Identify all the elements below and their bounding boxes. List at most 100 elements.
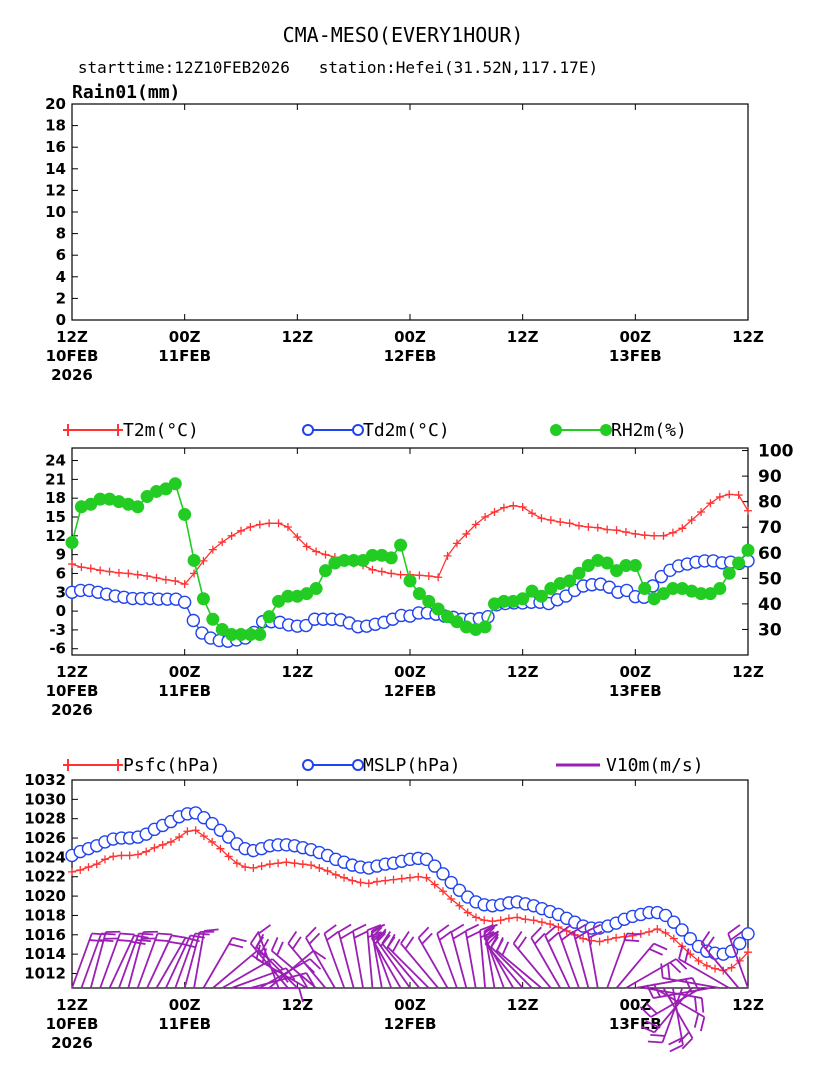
legend-mslp-label: MSLP(hPa) (363, 755, 461, 776)
psfc-marker (513, 913, 521, 921)
y-tick-label: 12 (45, 527, 66, 545)
y2-tick-label: 80 (758, 493, 782, 513)
x-tick-label: 12Z (56, 996, 88, 1014)
y-tick-label: 20 (45, 95, 66, 113)
wind-barb-feather (232, 938, 246, 942)
psfc-marker (472, 913, 480, 921)
t2m-marker (537, 514, 545, 522)
y-tick-label: 6 (56, 564, 66, 582)
t2m-marker (669, 529, 677, 537)
psfc-marker (332, 871, 340, 879)
rh2m-marker (742, 544, 754, 556)
wind-barb-feather (324, 925, 336, 934)
y2-tick-label: 30 (758, 620, 782, 640)
psfc-marker (200, 832, 208, 840)
psfc-marker (348, 877, 356, 885)
t2m-marker (171, 577, 179, 585)
rh2m-marker (310, 583, 322, 595)
x-tick-label: 00Z (169, 996, 201, 1014)
wind-barb-feather (728, 925, 740, 934)
y2-tick-label: 100 (758, 442, 794, 462)
rh2m-marker (197, 593, 209, 605)
psfc-marker (241, 863, 249, 871)
psfc-marker (126, 851, 134, 859)
psfc-marker (68, 868, 76, 876)
x-tick-label: 11FEB (158, 1015, 211, 1033)
wind-barb-feather (131, 942, 145, 944)
rh2m-marker (639, 583, 651, 595)
x-tick-label: 13FEB (609, 682, 662, 700)
wind-barb-feather (531, 927, 541, 937)
legend-rh2m-marker (550, 424, 562, 436)
rh2m-marker (395, 539, 407, 551)
t2m-marker (77, 563, 85, 571)
wind-barb-feather (661, 963, 663, 977)
t2m-marker (631, 530, 639, 538)
psfc-marker (101, 855, 109, 863)
t2m-marker (660, 532, 668, 540)
rh2m-marker (207, 613, 219, 625)
psfc-marker (398, 875, 406, 883)
legend-t2m-label: T2m(°C) (123, 420, 199, 441)
legend-wind-label: V10m(m/s) (606, 755, 704, 776)
t2m-marker (134, 571, 142, 579)
wind-barb-feather (340, 931, 352, 938)
psfc-marker (84, 863, 92, 871)
wind-barb-feather (701, 932, 709, 944)
wind-barb-feather (650, 1035, 665, 1036)
t2m-marker (735, 491, 743, 499)
y-tick-label: 18 (45, 117, 66, 135)
psfc-marker (406, 874, 414, 882)
t2m-marker (228, 532, 236, 540)
wind-barb-feather (139, 933, 154, 934)
psfc-marker (142, 848, 150, 856)
y-tick-label: 1016 (24, 926, 66, 944)
chart-title: CMA-MESO(EVERY1HOUR) (283, 23, 524, 47)
t2m-marker (115, 569, 123, 577)
t2m-marker (124, 569, 132, 577)
wind-barb-feather (625, 940, 640, 941)
wind-barb-feather (259, 925, 271, 934)
x-tick-label: 12Z (281, 328, 313, 346)
psfc-marker (480, 916, 488, 924)
t2m-marker (641, 531, 649, 539)
psfc-marker (604, 936, 612, 944)
t2m-marker (613, 526, 621, 534)
y-tick-label: 4 (56, 268, 66, 286)
wind-barb (213, 951, 257, 988)
x-tick-label: 12Z (281, 663, 313, 681)
wind-barb-feather (548, 932, 559, 942)
x-tick-label: 12Z (732, 328, 764, 346)
wind-barb-feather (401, 932, 409, 944)
wind-barb-feather (502, 942, 508, 955)
x-tick-label: 10FEB (46, 682, 99, 700)
x-tick-label: 12Z (281, 996, 313, 1014)
wind-barb-feather (518, 937, 526, 949)
psfc-marker (703, 962, 711, 970)
wind-barb (588, 931, 598, 988)
rh2m-marker (733, 557, 745, 569)
wind-barb (353, 931, 363, 988)
t2m-marker (434, 573, 442, 581)
rh2m-marker (132, 501, 144, 513)
psfc-marker (249, 864, 257, 872)
wind-barb-feather (514, 932, 522, 944)
t2m-marker (622, 528, 630, 536)
psfc-marker (183, 827, 191, 835)
t2m-marker (68, 560, 76, 568)
wind-barb-feather (354, 931, 367, 937)
wind-barb-feather (353, 925, 366, 931)
wind-barb-feather (293, 937, 301, 949)
legend-mslp-marker (353, 760, 363, 770)
wind-barb-feather (682, 1038, 692, 1048)
wind-barb-feather (136, 940, 151, 941)
psfc-marker (414, 873, 422, 881)
wind-barb-feather (172, 935, 186, 937)
x-tick-label: 12Z (56, 663, 88, 681)
t2m-marker (575, 522, 583, 530)
y2-tick-label: 40 (758, 595, 782, 615)
wind-barb-feather (497, 937, 503, 950)
y-tick-label: 1032 (24, 771, 66, 789)
t2m-marker (265, 519, 273, 527)
psfc-marker (596, 938, 604, 946)
